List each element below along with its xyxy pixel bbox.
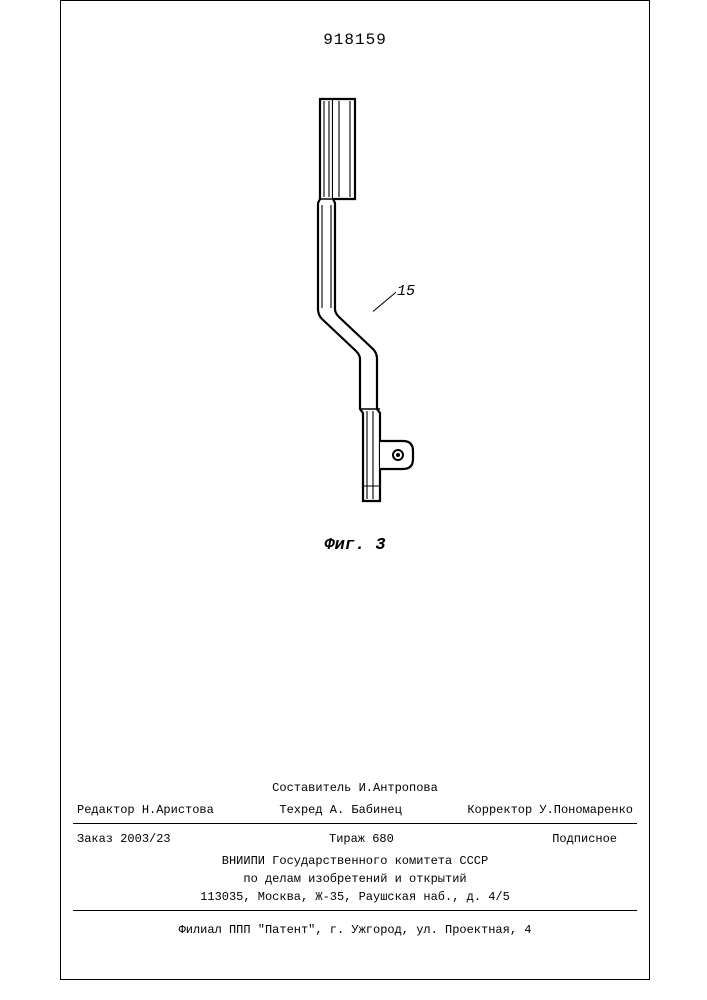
document-number: 918159 [323,31,387,49]
techred-name: А. Бабинец [330,803,402,817]
techred: Техред А. Бабинец [279,801,401,819]
subscription: Подписное [552,830,617,848]
page-frame: 918159 15 Фиг. 3 Составитель И.Антропова [60,0,650,980]
editor: Редактор Н.Аристова [77,801,214,819]
figure-3: 15 [255,91,455,521]
reference-number-15: 15 [397,283,415,300]
compiler-name: И.Антропова [359,781,438,795]
circulation-value: 680 [372,832,394,846]
top-flange [333,99,355,199]
org-line-2: по делам изобретений и открытий [73,870,637,888]
footer-block: Составитель И.Антропова Редактор Н.Арист… [73,779,637,939]
corrector-label: Корректор [467,803,532,817]
credits-row: Редактор Н.Аристова Техред А. Бабинец Ко… [73,801,637,821]
part-drawing [255,91,455,521]
order: Заказ 2003/23 [77,830,171,848]
figure-caption: Фиг. 3 [324,536,385,555]
order-row: Заказ 2003/23 Тираж 680 Подписное [73,826,637,850]
editor-name: Н.Аристова [142,803,214,817]
order-label: Заказ [77,832,113,846]
compiler-label: Составитель [272,781,351,795]
org-address: 113035, Москва, Ж-35, Раушская наб., д. … [73,888,637,906]
circulation-label: Тираж [329,832,365,846]
order-number: 2003/23 [120,832,170,846]
organization-block: ВНИИПИ Государственного комитета СССР по… [73,850,637,908]
divider-line-1 [73,823,637,824]
mounting-hole-center [396,453,400,457]
circulation: Тираж 680 [329,830,394,848]
corrector: Корректор У.Пономаренко [467,801,633,819]
org-line-1: ВНИИПИ Государственного комитета СССР [73,852,637,870]
branch-address: Филиал ППП "Патент", г. Ужгород, ул. Про… [73,913,637,939]
techred-label: Техред [279,803,322,817]
corrector-name: У.Пономаренко [539,803,633,817]
divider-line-2 [73,910,637,911]
compiler-line: Составитель И.Антропова [73,779,637,797]
editor-label: Редактор [77,803,135,817]
